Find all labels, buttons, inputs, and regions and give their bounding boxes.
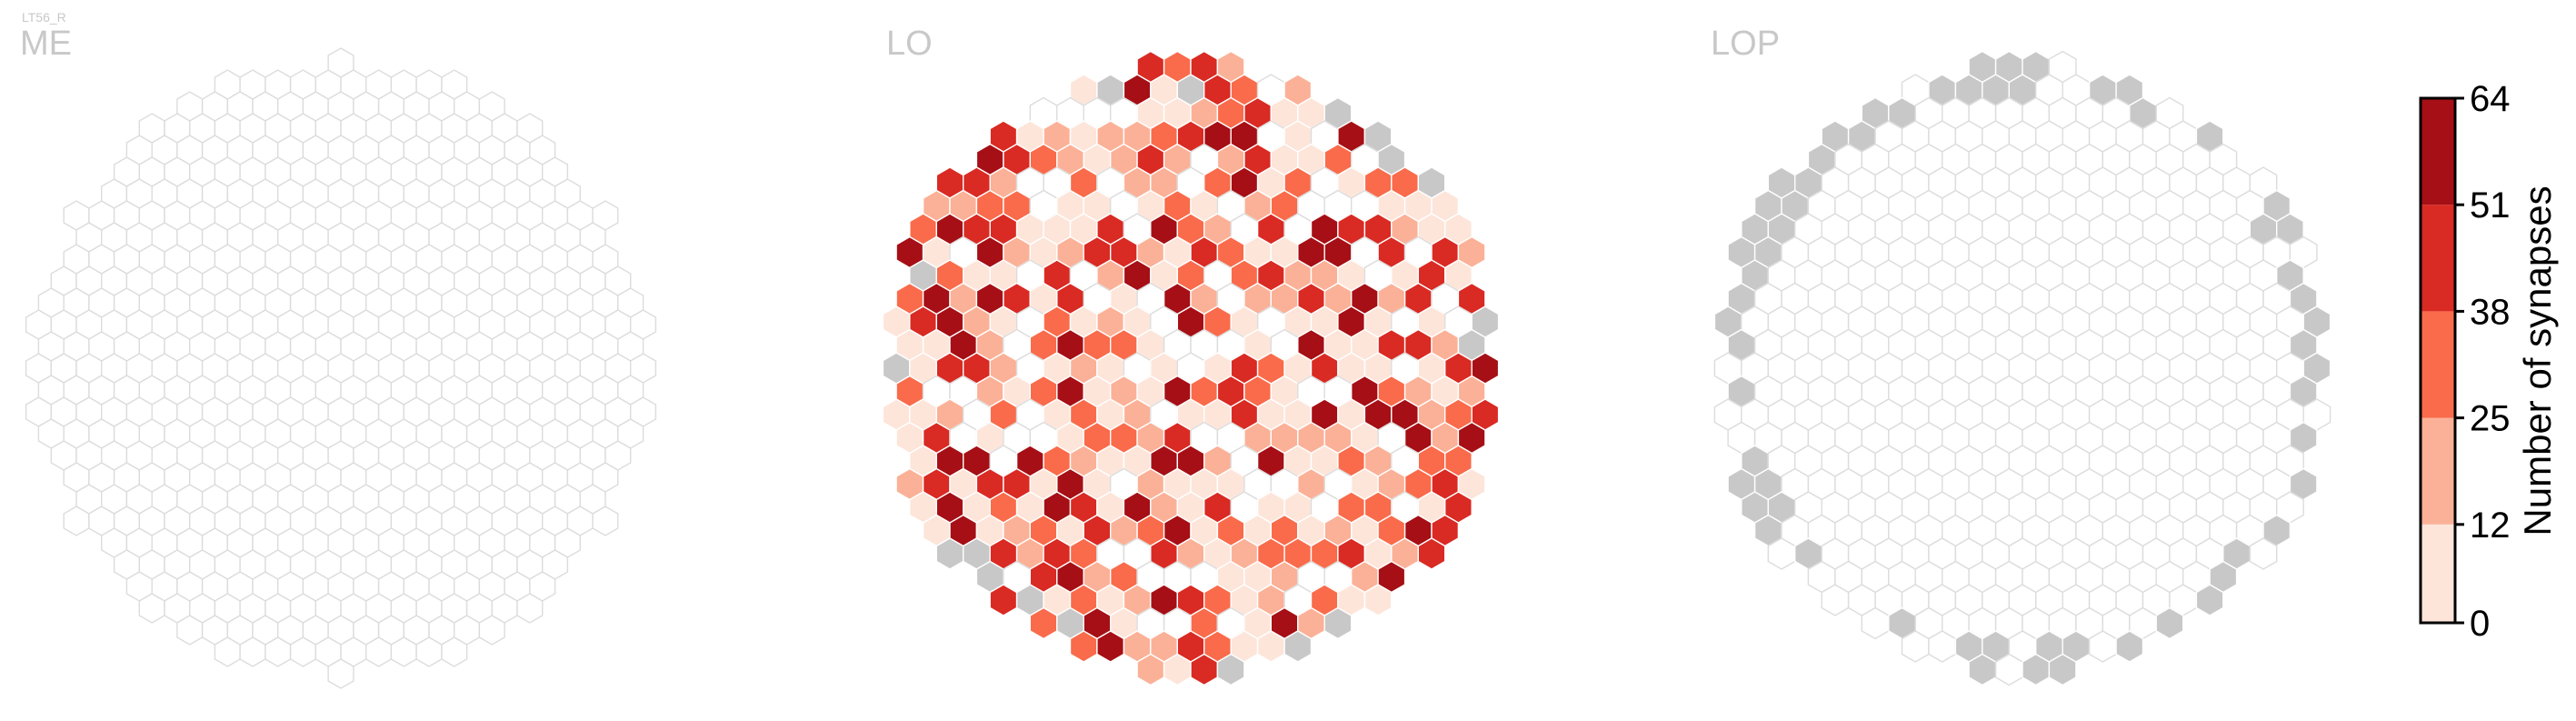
panel-title-me: ME [20,25,72,63]
hex-column [516,593,544,624]
colorbar-tick-label: 0 [2470,604,2490,644]
panel-lop: LOP [1711,25,2331,686]
hex-column [1283,630,1313,663]
hex-column [2249,537,2278,570]
hex-grid-lo [882,50,1500,686]
colorbar-tick-label: 25 [2470,399,2511,439]
hex-column [592,506,619,536]
hex-column [478,615,505,646]
panel-me: LT56_R ME [20,10,657,689]
hex-grid-me [25,47,657,689]
colorbar: 0 12 25 38 51 64 Number of synapses [2419,79,2559,644]
colorbar-tick-label: 64 [2470,79,2511,119]
hex-column [327,658,354,689]
panel-title-lo: LO [886,25,933,63]
colorbar-bin [2421,311,2455,418]
hex-column [441,636,468,667]
hex-column [2195,584,2224,616]
colorbar-tick-label: 12 [2470,506,2511,546]
colorbar-label: Number of synapses [2516,185,2559,536]
hex-column [2115,630,2144,663]
colorbar-bin [2421,205,2455,312]
colorbar-frame [2419,96,2457,625]
hex-column [1417,537,1446,570]
hex-column [1363,584,1393,616]
hex-column [1216,653,1245,686]
hex-column [2155,606,2184,640]
colorbar-bin [2421,98,2455,205]
panel-title-lop: LOP [1711,25,1780,63]
hex-column [2048,653,2077,686]
hex-column [239,636,266,667]
hex-grid-lop [1713,50,2331,686]
colorbar-bin [2421,524,2455,623]
panel-lo: LO [882,25,1500,686]
colorbar-tick-label: 38 [2470,292,2511,332]
colorbar-tick-label: 51 [2470,185,2511,225]
hex-column [415,636,443,667]
colorbar-bins [2421,98,2455,623]
hex-column [1323,606,1353,640]
colorbar-bin [2421,417,2455,525]
colorbar-ticks: 0 12 25 38 51 64 [2455,79,2511,644]
cell-type-label: LT56_R [22,10,66,25]
